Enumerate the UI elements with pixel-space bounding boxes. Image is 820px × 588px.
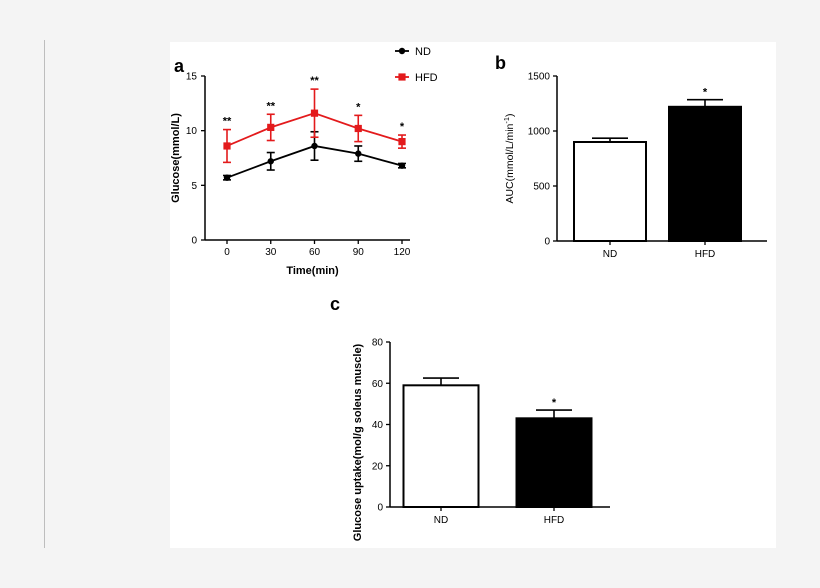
figure-canvas: a b c 0 5 10 15 0 30 60 90 120 Time(min) Glucose(m…	[170, 46, 767, 541]
x-tick-label: ND	[434, 515, 448, 526]
panel-label-c: c	[330, 294, 340, 314]
x-tick-label: 60	[309, 247, 321, 258]
data-point-hfd	[354, 124, 362, 133]
chart-c-glucose-uptake: 0 20 40 60 80 ND HFD * Glucose uptake(mol/g sole…	[352, 338, 610, 541]
y-tick-label: 80	[372, 338, 384, 349]
y-tick-label: 40	[372, 420, 384, 431]
y-tick-label: 0	[377, 503, 383, 514]
y-axis-label: Glucose(mmol/L)	[170, 113, 182, 203]
panel-label-a: a	[174, 56, 185, 76]
legend-marker-hfd	[398, 73, 406, 81]
y-tick-label: 0	[544, 237, 550, 248]
data-point-nd	[267, 158, 274, 165]
data-point-hfd	[398, 138, 406, 146]
x-tick-label: 90	[353, 247, 365, 258]
y-axis-label-end: )	[504, 113, 516, 117]
significance-marker: *	[703, 87, 708, 99]
significance-marker: *	[356, 101, 361, 113]
y-tick-label: 20	[372, 461, 384, 472]
significance-marker: **	[310, 75, 319, 87]
x-tick-label: HFD	[695, 249, 716, 260]
page-divider	[44, 40, 45, 548]
bar-nd	[402, 384, 480, 508]
chart-b-auc: 0 500 1000 1500 ND HFD * AUC(mmol/L/min-1)	[502, 72, 767, 260]
chart-a-glucose-tolerance: 0 5 10 15 0 30 60 90 120 Time(min) Glucose(mmol/L)…	[170, 46, 438, 277]
data-point-nd	[355, 150, 362, 157]
y-axis-label-superscript: -1	[502, 117, 511, 124]
data-point-nd	[398, 162, 406, 169]
figure-panel: a b c 0 5 10 15 0 30 60 90 120 Time(min) Glucose(m…	[170, 42, 776, 548]
bar-hfd	[668, 105, 742, 242]
y-tick-label: 60	[372, 379, 384, 390]
y-tick-label: 15	[186, 72, 198, 83]
legend-label-hfd: HFD	[415, 72, 438, 84]
x-tick-label: ND	[603, 249, 617, 260]
y-tick-label: 10	[186, 126, 198, 137]
y-axis-label: Glucose uptake(mol/g soleus muscle)	[352, 343, 364, 541]
significance-marker: **	[266, 100, 275, 112]
data-point-nd	[223, 174, 231, 181]
significance-marker: **	[223, 116, 232, 128]
panel-label-b: b	[495, 53, 506, 73]
data-point-nd	[311, 142, 318, 150]
y-axis-label: AUC(mmol/L/min-1)	[502, 113, 516, 203]
x-axis-label: Time(min)	[286, 265, 339, 277]
legend-marker-nd	[398, 47, 406, 55]
y-tick-label: 0	[191, 236, 197, 247]
x-tick-label: 0	[224, 247, 230, 258]
x-tick-label: HFD	[544, 515, 565, 526]
x-tick-label: 30	[265, 247, 277, 258]
data-point-hfd	[223, 142, 231, 150]
data-point-hfd	[310, 109, 319, 117]
significance-marker: *	[552, 397, 557, 409]
y-axis-label-main: AUC(mmol/L/min	[504, 123, 516, 203]
y-tick-label: 1000	[528, 127, 551, 138]
y-tick-label: 1500	[528, 72, 551, 83]
bar-hfd	[515, 417, 593, 508]
bar-nd	[573, 141, 647, 242]
x-tick-label: 120	[394, 247, 411, 258]
legend-label-nd: ND	[415, 46, 431, 58]
y-tick-label: 5	[191, 181, 197, 192]
y-tick-label: 500	[533, 182, 550, 193]
data-point-hfd	[267, 123, 275, 131]
significance-marker: *	[400, 121, 405, 133]
